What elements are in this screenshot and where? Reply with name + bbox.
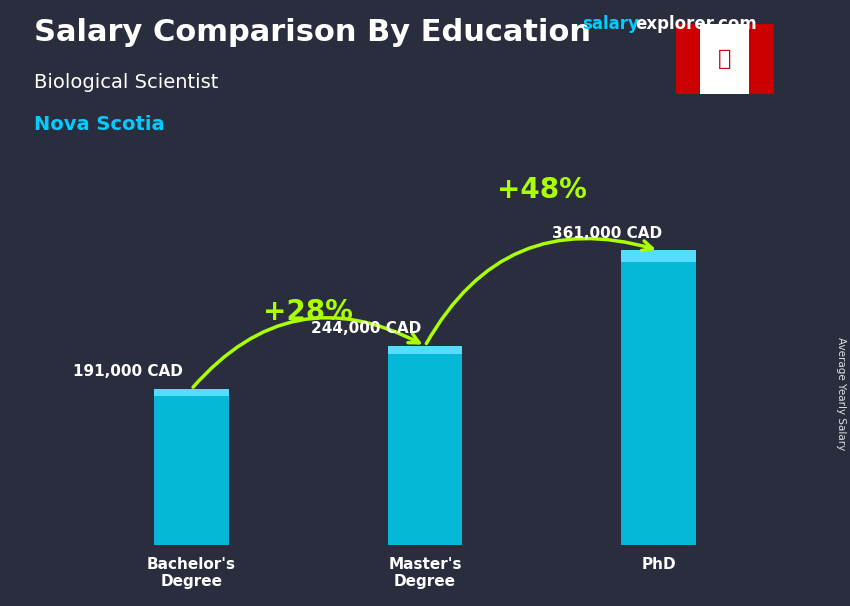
FancyArrowPatch shape: [427, 239, 652, 344]
Text: +48%: +48%: [497, 176, 586, 204]
Text: Nova Scotia: Nova Scotia: [34, 115, 165, 134]
Text: salary: salary: [582, 15, 639, 33]
Text: Biological Scientist: Biological Scientist: [34, 73, 218, 92]
Bar: [676, 24, 700, 94]
Bar: [154, 389, 229, 545]
Text: +28%: +28%: [264, 298, 353, 326]
Text: explorer.com: explorer.com: [635, 15, 756, 33]
Bar: [154, 389, 229, 396]
Text: 244,000 CAD: 244,000 CAD: [311, 321, 422, 336]
Text: 361,000 CAD: 361,000 CAD: [552, 225, 662, 241]
Bar: [749, 24, 774, 94]
Text: Salary Comparison By Education: Salary Comparison By Education: [34, 18, 591, 47]
FancyArrowPatch shape: [193, 318, 419, 387]
Text: 191,000 CAD: 191,000 CAD: [73, 364, 183, 379]
Text: Average Yearly Salary: Average Yearly Salary: [836, 338, 846, 450]
Text: 🍁: 🍁: [718, 49, 731, 69]
Bar: [621, 250, 696, 262]
Bar: [388, 346, 462, 354]
Bar: [621, 250, 696, 545]
Bar: [388, 346, 462, 545]
